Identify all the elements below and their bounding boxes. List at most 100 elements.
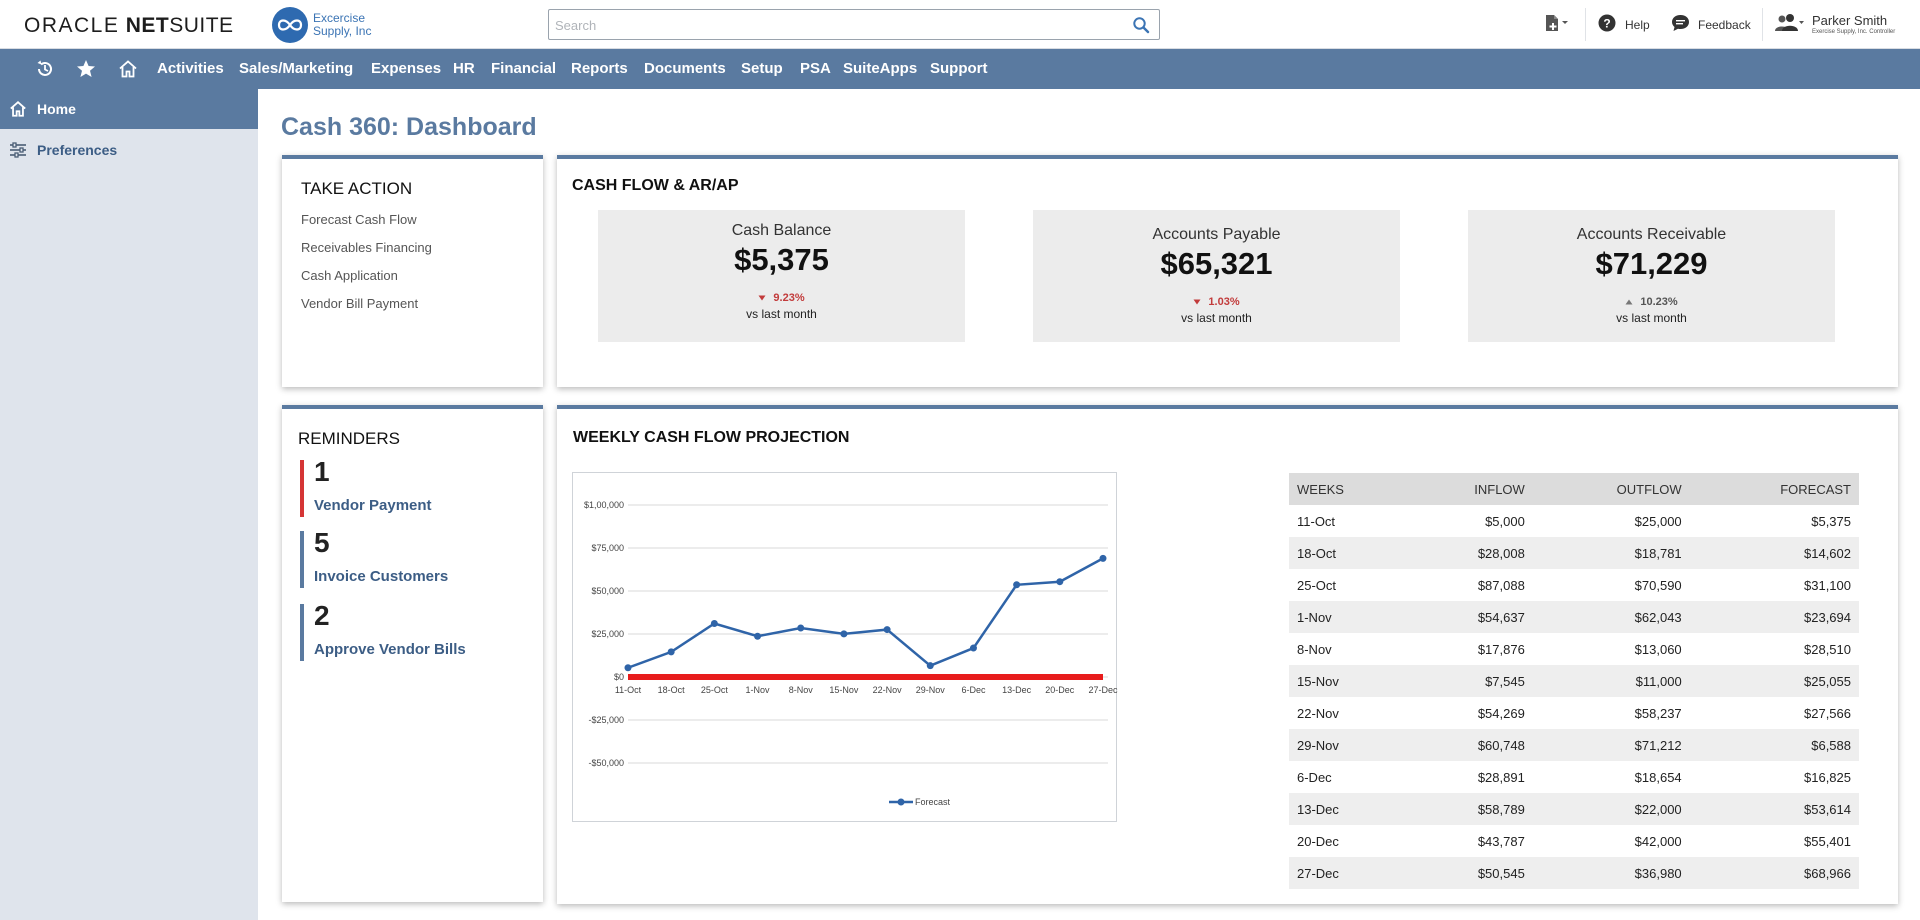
down-arrow-icon	[758, 292, 766, 304]
forecast-cell: $27,566	[1804, 705, 1851, 721]
column-header-inflow[interactable]: INFLOW	[1407, 473, 1533, 505]
user-role: Exercise Supply, Inc. Controller	[1812, 29, 1896, 35]
inflow-cell: $58,789	[1407, 793, 1533, 825]
forecast-data-point[interactable]	[754, 632, 762, 640]
forecast-data-point[interactable]	[969, 644, 977, 652]
nav-hr[interactable]: HR	[453, 60, 475, 77]
table-row[interactable]: 27-Dec $50,545 $36,980 $68,966	[1289, 857, 1859, 889]
table-row[interactable]: 1-Nov $54,637 $62,043 $23,694	[1289, 601, 1859, 633]
y-tick-label: -$50,000	[588, 758, 624, 768]
search-icon[interactable]	[1132, 16, 1150, 39]
help-label: Help	[1625, 17, 1650, 32]
metric-label: Cash Balance	[731, 222, 832, 239]
divider	[1585, 8, 1586, 41]
forecast-cell: $5,375	[1811, 513, 1851, 529]
search-input[interactable]	[555, 14, 1115, 36]
nav-expenses[interactable]: Expenses	[371, 60, 442, 77]
forecast-data-point[interactable]	[1099, 554, 1107, 562]
company-infinity-icon	[272, 7, 308, 43]
x-tick-label: 22-Nov	[873, 685, 903, 695]
forecast-data-point[interactable]	[797, 624, 805, 632]
table-row[interactable]: 25-Oct $87,088 $70,590 $31,100	[1289, 569, 1859, 601]
help-icon: ?	[1598, 14, 1616, 35]
accounts-payable-metric[interactable]: Accounts Payable $65,321 1.03% vs last m…	[1033, 210, 1400, 342]
nav-psa[interactable]: PSA	[800, 60, 831, 77]
user-menu[interactable]: Parker Smith Exercise Supply, Inc. Contr…	[1774, 0, 1895, 49]
nav-financial[interactable]: Financial	[491, 60, 557, 77]
column-header-outflow[interactable]: OUTFLOW	[1532, 473, 1690, 505]
metric-comparison: vs last month	[1616, 311, 1687, 325]
outflow-cell: $71,212	[1532, 729, 1690, 761]
forecast-data-point[interactable]	[883, 626, 891, 634]
forecast-cell: $31,100	[1804, 577, 1851, 593]
forecast-data-point[interactable]	[840, 630, 848, 638]
week-cell: 20-Dec	[1297, 833, 1339, 849]
week-cell: 22-Nov	[1297, 705, 1339, 721]
nav-documents[interactable]: Documents	[644, 60, 726, 77]
table-row[interactable]: 8-Nov $17,876 $13,060 $28,510	[1289, 633, 1859, 665]
nav-support[interactable]: Support	[930, 60, 988, 77]
metric-change-value: 9.23%	[773, 292, 805, 304]
forecast-data-point[interactable]	[667, 648, 675, 656]
nav-setup[interactable]: Setup	[741, 60, 783, 77]
metric-change: 9.23%	[598, 292, 965, 304]
feedback-link[interactable]: Feedback	[1671, 0, 1751, 49]
forecast-data-point[interactable]	[710, 620, 718, 628]
y-tick-label: -$25,000	[588, 715, 624, 725]
help-link[interactable]: ? Help	[1598, 0, 1650, 49]
vendor-bill-payment-link[interactable]: Vendor Bill Payment	[301, 296, 419, 311]
company-logo[interactable]: Excercise Supply, Inc	[272, 7, 371, 43]
reminder-invoice-customers[interactable]: 5 Invoice Customers	[300, 527, 530, 588]
cash-balance-metric[interactable]: Cash Balance $5,375 9.23% vs last month	[598, 210, 965, 342]
logo-oracle-text: ORACLE	[24, 14, 120, 37]
outflow-cell: $18,781	[1532, 537, 1690, 569]
nav-suiteapps[interactable]: SuiteApps	[843, 60, 918, 77]
cash-application-link[interactable]: Cash Application	[301, 268, 398, 283]
forecast-cell: $16,825	[1804, 769, 1851, 785]
reminder-approve-vendor-bills[interactable]: 2 Approve Vendor Bills	[300, 600, 530, 661]
reminder-vendor-payment[interactable]: 1 Vendor Payment	[300, 456, 530, 517]
table-row[interactable]: 11-Oct $5,000 $25,000 $5,375	[1289, 505, 1859, 537]
table-row[interactable]: 29-Nov $60,748 $71,212 $6,588	[1289, 729, 1859, 761]
table-row[interactable]: 18-Oct $28,008 $18,781 $14,602	[1289, 537, 1859, 569]
logo-net-text: NET	[125, 14, 170, 37]
feedback-label: Feedback	[1698, 17, 1751, 32]
inflow-cell: $7,545	[1407, 665, 1533, 697]
home-icon[interactable]	[116, 57, 140, 81]
column-header-forecast[interactable]: FORECAST	[1689, 473, 1859, 505]
forecast-data-point[interactable]	[1056, 578, 1064, 586]
table-row[interactable]: 6-Dec $28,891 $18,654 $16,825	[1289, 761, 1859, 793]
table-row[interactable]: 22-Nov $54,269 $58,237 $27,566	[1289, 697, 1859, 729]
table-row[interactable]: 20-Dec $43,787 $42,000 $55,401	[1289, 825, 1859, 857]
take-action-card: TAKE ACTION Forecast Cash Flow Receivabl…	[282, 155, 543, 387]
week-cell: 29-Nov	[1289, 729, 1407, 761]
sliders-icon	[9, 142, 27, 161]
nav-sales-marketing[interactable]: Sales/Marketing	[239, 60, 354, 77]
recent-history-icon[interactable]	[33, 57, 57, 81]
outflow-cell: $13,060	[1634, 641, 1682, 657]
inflow-cell: $87,088	[1477, 577, 1525, 593]
create-new-menu[interactable]	[1543, 0, 1569, 49]
company-name-line2: Supply, Inc	[313, 24, 372, 38]
forecast-cash-flow-link[interactable]: Forecast Cash Flow	[301, 212, 417, 227]
sidebar-item-preferences[interactable]: Preferences	[0, 129, 258, 169]
forecast-cell: $6,588	[1689, 729, 1859, 761]
nav-activities[interactable]: Activities	[157, 60, 224, 77]
sidebar-item-home[interactable]: Home	[0, 89, 258, 129]
forecast-data-point[interactable]	[624, 664, 632, 672]
netsuite-logo[interactable]: ORACLE NETSUITE	[24, 14, 234, 38]
receivables-financing-link[interactable]: Receivables Financing	[301, 240, 432, 255]
metric-change: 10.23%	[1468, 296, 1835, 308]
table-row[interactable]: 15-Nov $7,545 $11,000 $25,055	[1289, 665, 1859, 697]
column-header-weeks[interactable]: WEEKS	[1289, 473, 1407, 505]
chart-canvas: $1,00,000 $75,000 $50,000 $25,000 $0 -$25,000…	[584, 500, 1118, 807]
nav-reports[interactable]: Reports	[571, 60, 628, 77]
forecast-data-point[interactable]	[926, 662, 934, 670]
x-tick-label: 29-Nov	[916, 685, 946, 695]
outflow-cell: $58,237	[1634, 705, 1682, 721]
accounts-receivable-metric[interactable]: Accounts Receivable $71,229 10.23% vs la…	[1468, 210, 1835, 342]
table-row[interactable]: 13-Dec $58,789 $22,000 $53,614	[1289, 793, 1859, 825]
home-icon	[9, 100, 27, 121]
forecast-data-point[interactable]	[1013, 581, 1021, 589]
favorites-star-icon[interactable]	[74, 57, 98, 81]
